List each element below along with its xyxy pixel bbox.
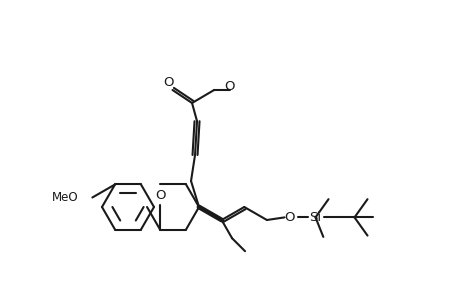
Text: MeO: MeO	[52, 191, 78, 204]
Text: Si: Si	[309, 211, 321, 224]
Text: O: O	[154, 189, 165, 202]
Text: O: O	[163, 76, 174, 88]
Text: O: O	[224, 80, 234, 92]
Text: O: O	[284, 211, 294, 224]
